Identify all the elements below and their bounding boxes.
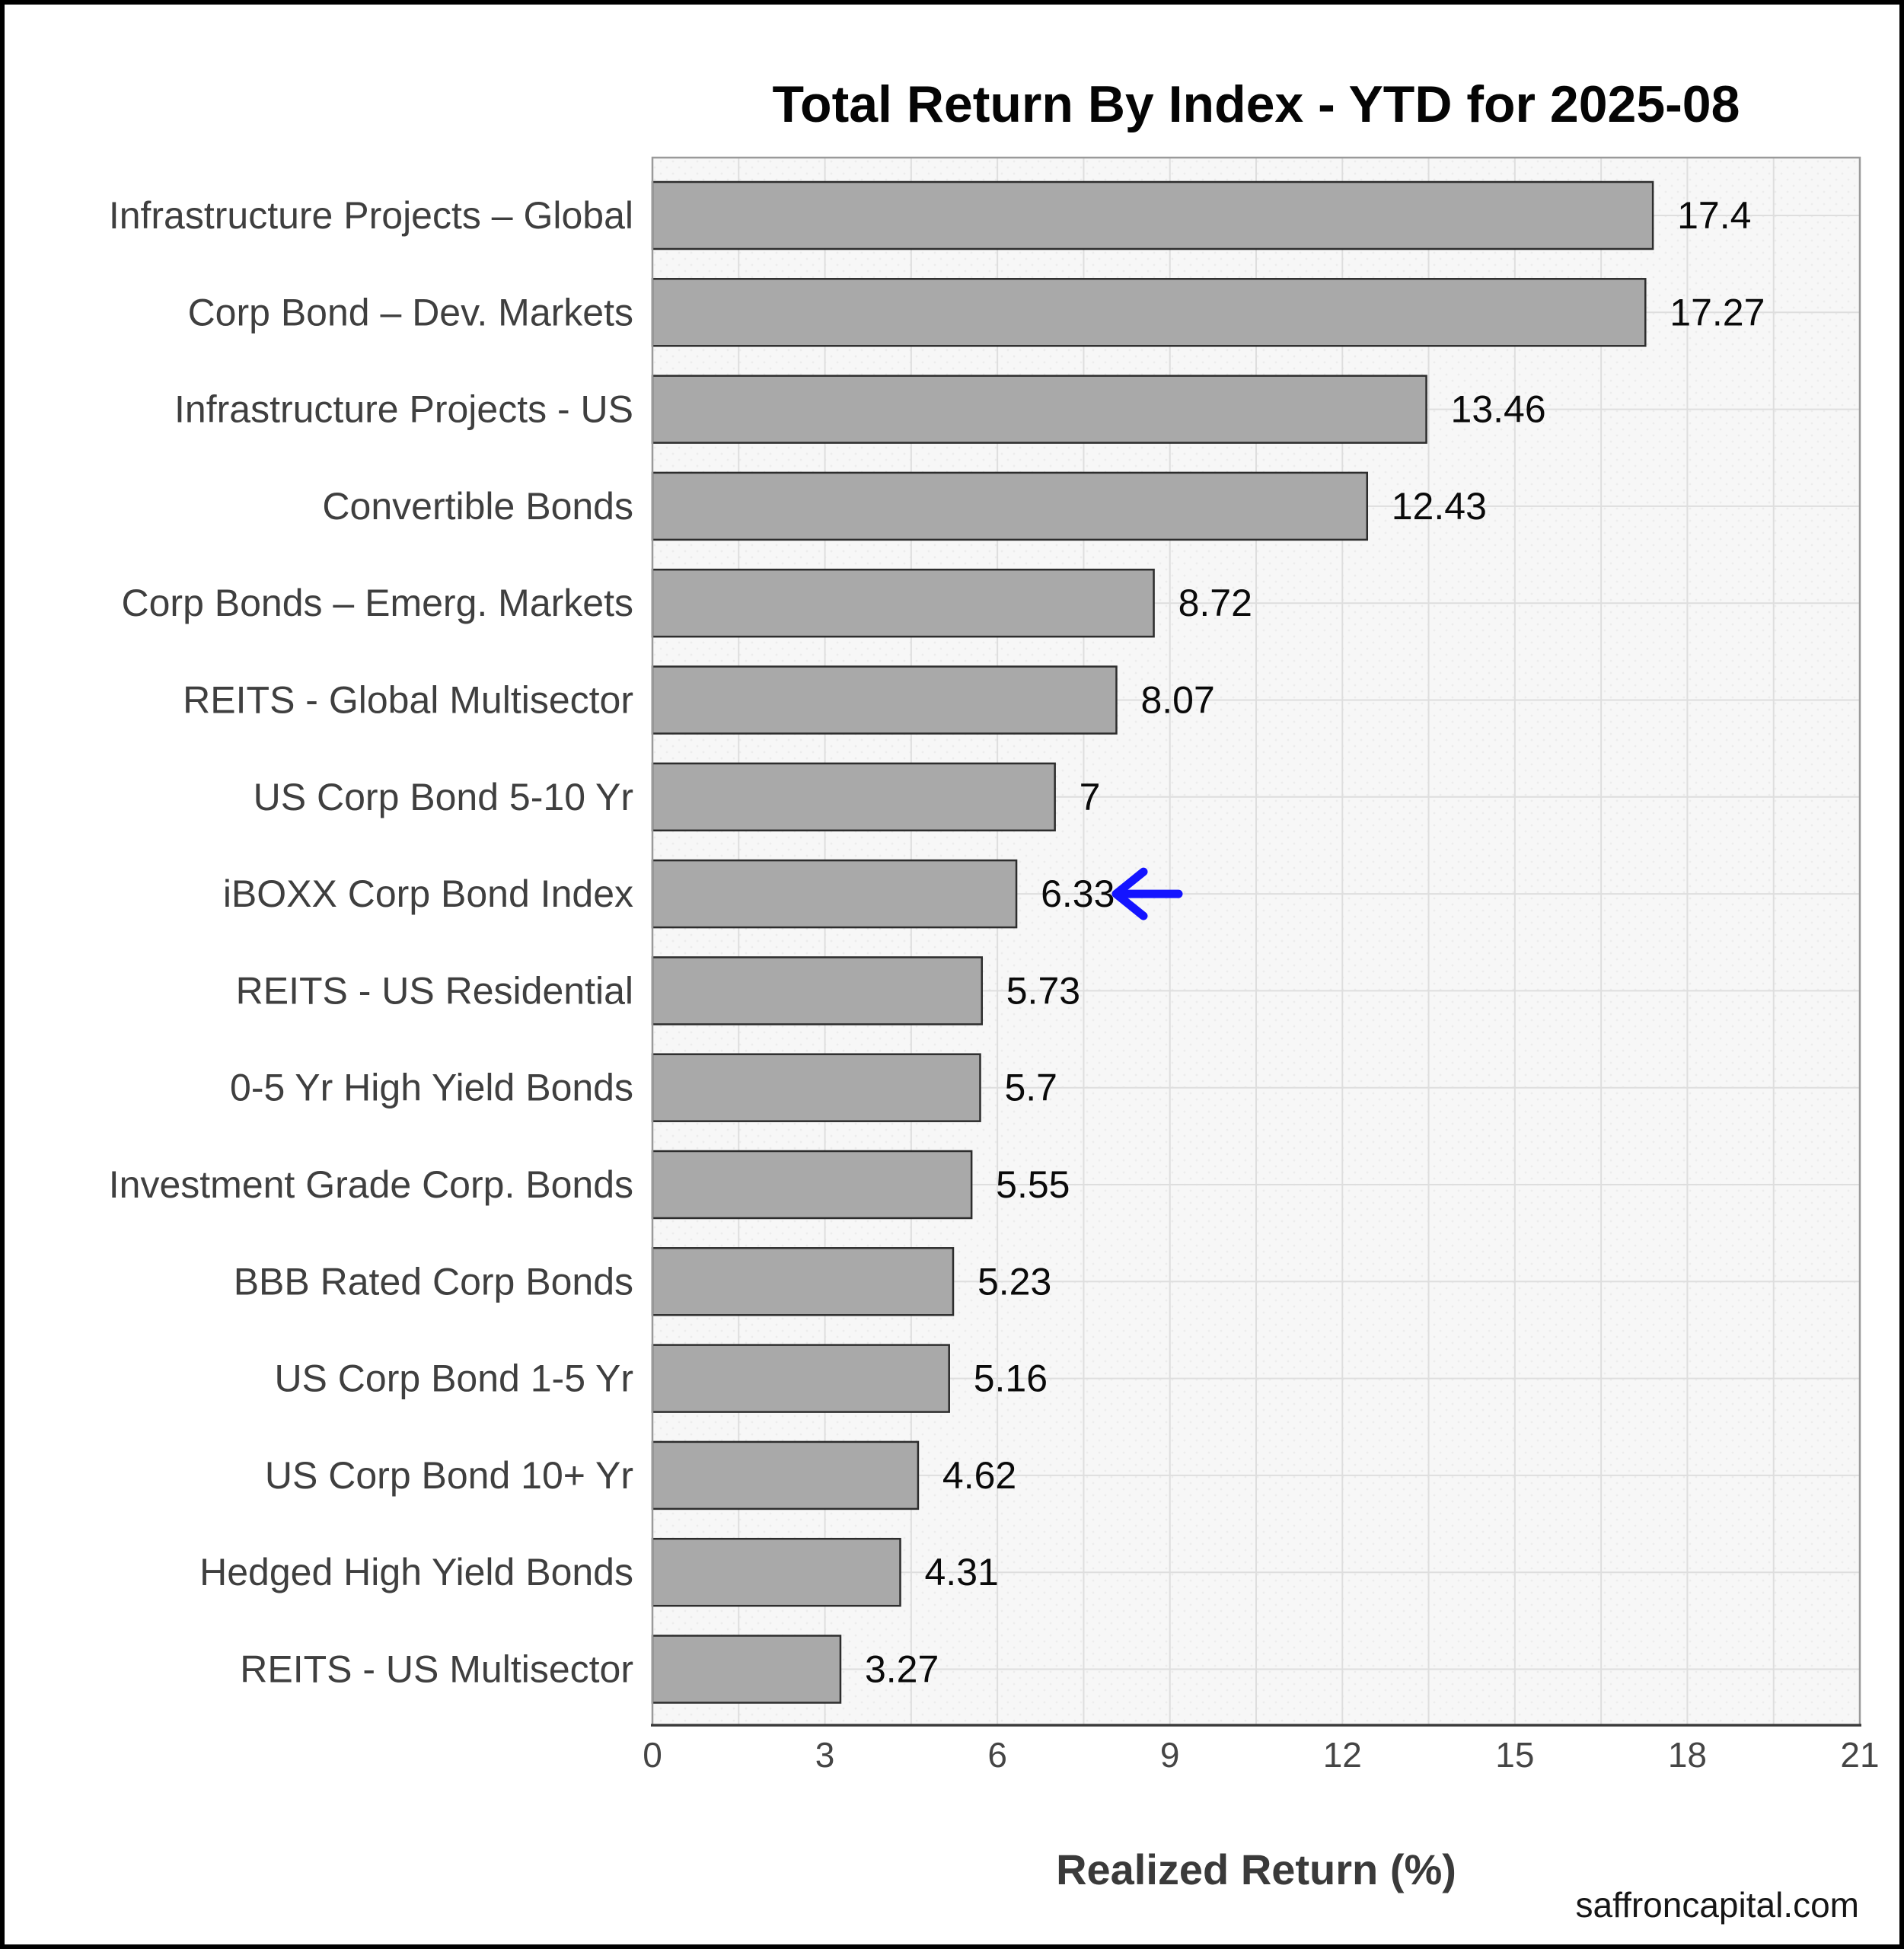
category-label: US Corp Bond 10+ Yr — [265, 1454, 633, 1497]
chart-title: Total Return By Index - YTD for 2025-08 — [773, 75, 1740, 133]
arrow-head — [1111, 867, 1148, 920]
bar-value-label: 5.23 — [978, 1260, 1051, 1303]
x-tick-label: 21 — [1840, 1735, 1879, 1775]
bar-value-label: 7 — [1080, 776, 1101, 818]
bar — [651, 1150, 973, 1220]
bar-value-label: 8.07 — [1140, 679, 1214, 722]
bars-layer — [651, 180, 1654, 1704]
category-label-highlighted: iBOXX Corp Bond Index — [223, 872, 633, 915]
bar — [651, 956, 984, 1026]
bar — [651, 375, 1427, 444]
bar-value-label: 4.31 — [925, 1551, 999, 1593]
bar-value-label: 8.72 — [1178, 582, 1252, 624]
bar-value-label: 5.55 — [996, 1163, 1070, 1206]
bar — [651, 568, 1155, 638]
bar — [651, 859, 1018, 929]
bar-value-label: 5.16 — [974, 1357, 1048, 1400]
bar — [651, 762, 1056, 832]
bar-value-label: 6.33 — [1041, 872, 1115, 915]
category-label: Hedged High Yield Bonds — [199, 1551, 633, 1593]
bar — [651, 1537, 901, 1607]
bar — [651, 1635, 842, 1704]
category-labels-layer: Infrastructure Projects – Global Corp Bon… — [109, 194, 633, 1691]
watermark: saffroncapital.com — [1576, 1885, 1859, 1925]
x-tick-label: 0 — [643, 1735, 662, 1775]
category-label: REITS - Global Multisector — [183, 679, 633, 722]
bar-value-label: 17.4 — [1677, 194, 1751, 237]
annotation-layer — [1111, 867, 1183, 920]
category-label: US Corp Bond 1-5 Yr — [274, 1357, 633, 1400]
bar-value-label: 13.46 — [1451, 388, 1546, 431]
category-label: 0-5 Yr High Yield Bonds — [230, 1067, 633, 1109]
bar — [651, 471, 1369, 541]
bar — [651, 1247, 955, 1316]
bar — [651, 1053, 981, 1122]
bar-value-label: 5.7 — [1004, 1067, 1057, 1109]
bar — [651, 180, 1654, 250]
category-label: Corp Bond – Dev. Markets — [188, 291, 633, 333]
category-label: REITS - US Multisector — [240, 1648, 633, 1691]
bar-value-label: 5.73 — [1006, 969, 1080, 1012]
category-label: US Corp Bond 5-10 Yr — [254, 776, 633, 818]
category-label: Infrastructure Projects - US — [174, 388, 633, 431]
bar — [651, 1344, 950, 1413]
bar — [651, 665, 1118, 735]
category-label: Convertible Bonds — [322, 485, 633, 528]
category-label: Infrastructure Projects – Global — [109, 194, 633, 237]
bar — [651, 1440, 920, 1510]
x-tick-labels-layer: 0 3 6 9 12 15 18 21 — [643, 1735, 1879, 1775]
category-label: Corp Bonds – Emerg. Markets — [122, 582, 634, 624]
category-label: REITS - US Residential — [236, 969, 633, 1012]
x-tick-label: 9 — [1160, 1735, 1180, 1775]
x-tick-label: 3 — [815, 1735, 835, 1775]
category-label: Investment Grade Corp. Bonds — [109, 1163, 633, 1206]
highlight-arrow-icon — [1111, 867, 1183, 920]
bar — [651, 278, 1647, 347]
bar-value-label: 3.27 — [865, 1648, 939, 1691]
x-tick-label: 18 — [1668, 1735, 1707, 1775]
x-tick-label: 6 — [987, 1735, 1007, 1775]
x-tick-label: 12 — [1323, 1735, 1362, 1775]
bar-value-label: 17.27 — [1670, 291, 1765, 333]
x-axis-title: Realized Return (%) — [1056, 1845, 1456, 1893]
category-label: BBB Rated Corp Bonds — [234, 1260, 633, 1303]
bar-value-label: 12.43 — [1392, 485, 1487, 528]
x-tick-label: 15 — [1495, 1735, 1534, 1775]
bar-value-label: 4.62 — [942, 1454, 1016, 1497]
value-labels-layer: 17.4 17.27 13.46 12.43 8.72 8.07 7 6.33 5.73 5.7 5… — [865, 194, 1765, 1691]
